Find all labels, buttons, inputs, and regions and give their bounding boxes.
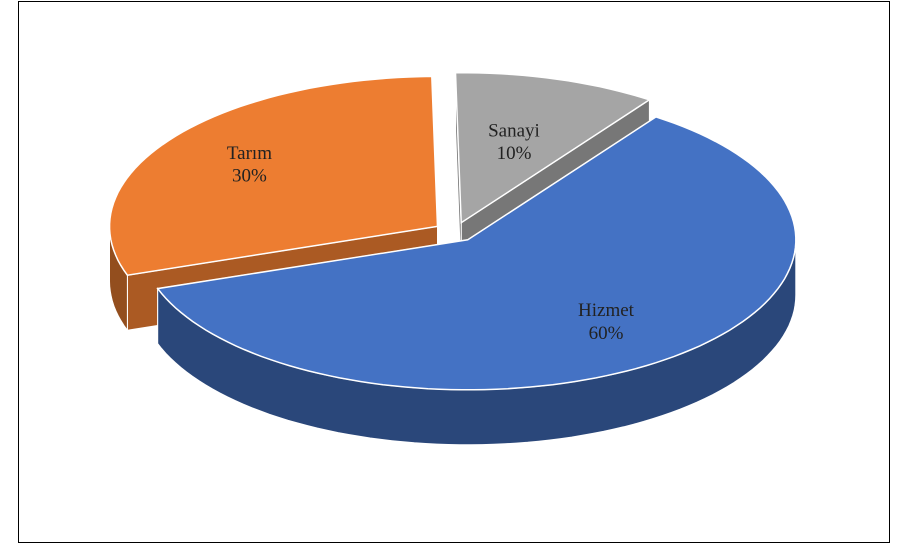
slice-top (454, 71, 652, 225)
slice-top (156, 116, 797, 391)
data-label: Hizmet 60% (578, 301, 635, 345)
slice-top (108, 75, 439, 277)
category-label: Tarım (227, 143, 272, 164)
value-label: 10% (497, 144, 532, 165)
value-label: 30% (232, 166, 267, 187)
data-label: Sanayi 10% (488, 121, 540, 165)
category-label: Hizmet (578, 301, 635, 322)
data-label: Tarım 30% (227, 143, 272, 187)
value-label: 60% (589, 323, 624, 344)
category-label: Sanayi (488, 121, 540, 142)
slice (156, 115, 797, 446)
